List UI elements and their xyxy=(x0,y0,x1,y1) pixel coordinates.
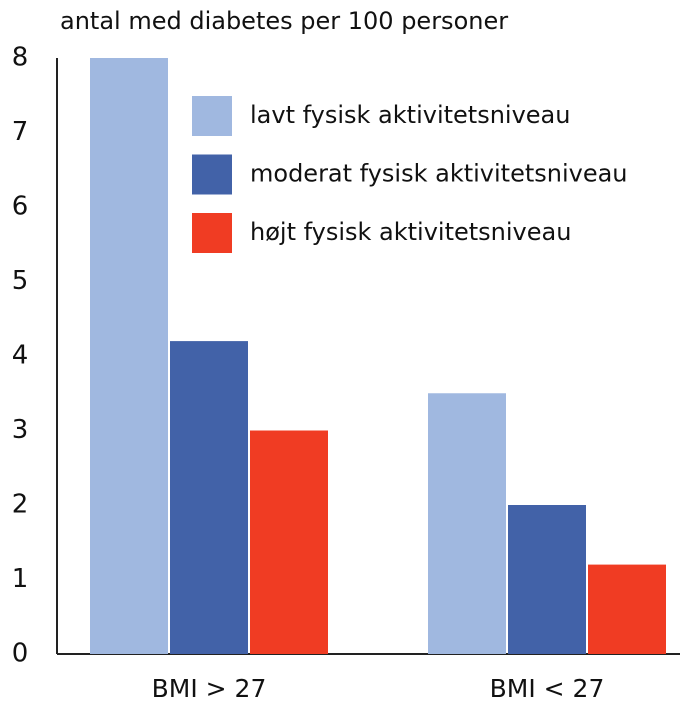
y-tick-label: 0 xyxy=(12,639,29,669)
y-tick-label: 4 xyxy=(12,341,29,371)
x-tick-label: BMI < 27 xyxy=(490,674,605,703)
bar xyxy=(588,564,666,654)
y-tick-label: 3 xyxy=(12,415,29,445)
y-tick-label: 7 xyxy=(12,117,29,147)
chart-title: antal med diabetes per 100 personer xyxy=(60,7,508,35)
bar xyxy=(508,505,586,654)
legend-label: lavt fysisk aktivitetsniveau xyxy=(250,101,570,129)
legend-swatch xyxy=(192,213,232,253)
legend-swatch xyxy=(192,154,232,195)
bar xyxy=(428,393,506,654)
y-tick-label: 2 xyxy=(12,490,29,520)
x-tick-label: BMI > 27 xyxy=(152,674,267,703)
y-tick-label: 1 xyxy=(12,564,29,594)
legend-swatch xyxy=(192,96,232,136)
bar xyxy=(90,58,168,654)
y-tick-label: 5 xyxy=(12,266,29,296)
y-tick-label: 8 xyxy=(12,43,29,73)
legend-label: højt fysisk aktivitetsniveau xyxy=(250,218,571,246)
legend-label: moderat fysisk aktivitetsniveau xyxy=(250,160,628,188)
y-tick-label: 6 xyxy=(12,192,29,222)
bar xyxy=(250,430,328,654)
bar xyxy=(170,341,248,654)
